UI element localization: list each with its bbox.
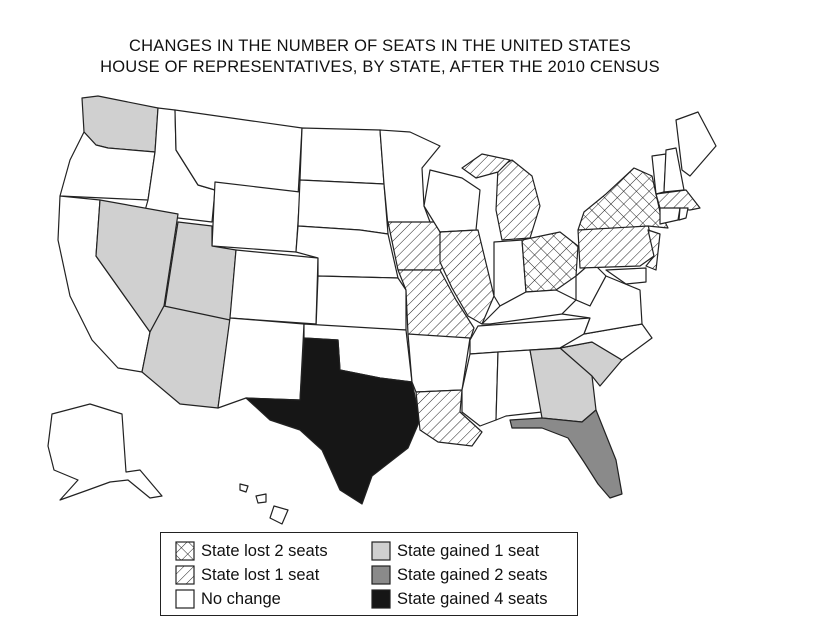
map-legend: State lost 2 seats State lost 1 seat No …: [160, 532, 578, 616]
legend-item-gain-1: State gained 1 seat: [371, 541, 539, 561]
state-hawaii: [239, 483, 289, 525]
legend-item-lost-1: State lost 1 seat: [175, 565, 319, 585]
state-texas: [245, 337, 421, 505]
state-mississippi: [461, 351, 499, 427]
state-new-mexico: [217, 317, 305, 409]
legend-label-gain-4: State gained 4 seats: [397, 589, 548, 608]
legend-item-no-change: No change: [175, 589, 281, 609]
state-south-dakota: [297, 179, 389, 235]
state-michigan: [495, 159, 541, 241]
legend-item-lost-2: State lost 2 seats: [175, 541, 328, 561]
legend-label-gain-1: State gained 1 seat: [397, 541, 540, 560]
legend-label-lost-2: State lost 2 seats: [201, 541, 328, 560]
state-arkansas: [407, 333, 471, 393]
us-map: [47, 95, 717, 525]
swatch-diagonal-hatch: [175, 565, 195, 585]
state-virginia: [561, 275, 643, 335]
title-line-1: CHANGES IN THE NUMBER OF SEATS IN THE UN…: [129, 37, 631, 55]
state-florida: [509, 409, 623, 499]
swatch-light-gray: [371, 541, 391, 561]
state-alabama: [495, 349, 543, 421]
map-title: CHANGES IN THE NUMBER OF SEATS IN THE UN…: [0, 36, 760, 78]
state-colorado: [229, 249, 319, 325]
legend-item-gain-2: State gained 2 seats: [371, 565, 547, 585]
legend-label-no-change: No change: [201, 589, 281, 608]
state-rhode-island: [678, 207, 689, 221]
legend-label-lost-1: State lost 1 seat: [201, 565, 320, 584]
state-new-jersey: [645, 229, 661, 271]
state-illinois: [439, 229, 495, 325]
state-michigan-upper: [461, 153, 511, 179]
legend-item-gain-4: State gained 4 seats: [371, 589, 547, 609]
swatch-black: [371, 589, 391, 609]
state-alaska: [47, 403, 163, 501]
state-north-dakota: [299, 127, 385, 185]
state-maryland: [605, 267, 647, 285]
state-missouri: [397, 269, 475, 341]
state-massachusetts: [655, 189, 701, 211]
legend-label-gain-2: State gained 2 seats: [397, 565, 548, 584]
state-connecticut: [659, 207, 681, 225]
swatch-white: [175, 589, 195, 609]
state-wyoming: [211, 181, 301, 253]
title-line-2: HOUSE OF REPRESENTATIVES, BY STATE, AFTE…: [100, 58, 660, 76]
state-maine: [675, 111, 717, 177]
state-kentucky: [481, 289, 577, 325]
swatch-crosshatch: [175, 541, 195, 561]
state-kansas: [315, 275, 407, 331]
state-arizona: [141, 305, 231, 409]
state-pennsylvania: [577, 223, 655, 269]
state-ohio: [521, 231, 579, 293]
swatch-dark-gray: [371, 565, 391, 585]
